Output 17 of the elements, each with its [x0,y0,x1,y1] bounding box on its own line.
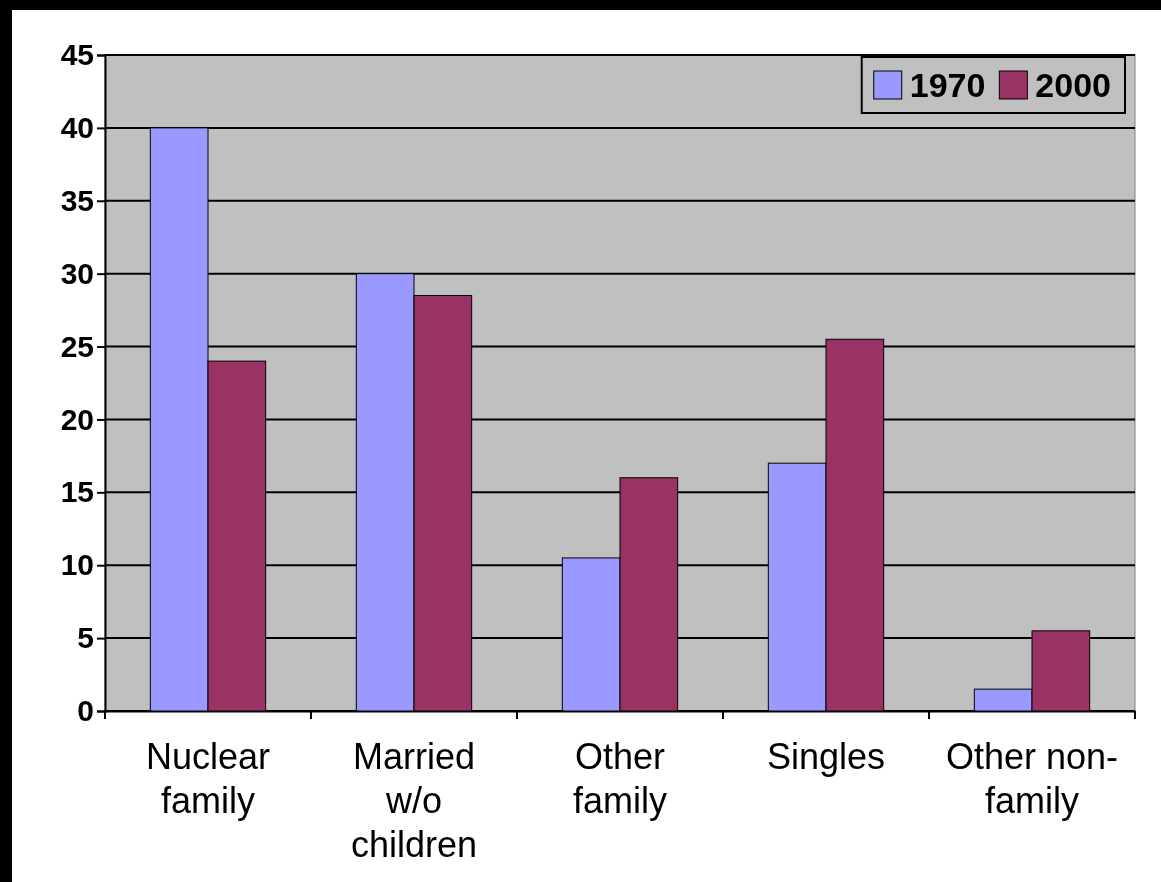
y-tick-label: 40 [60,110,94,144]
y-tick-label: 35 [60,183,94,217]
y-tick-label: 10 [60,548,94,582]
x-tick-label: Nuclear family [145,736,271,821]
x-tick-label: Singles [766,736,886,777]
y-tick-label: 45 [60,38,94,72]
y-tick-label: 30 [60,256,94,290]
legend-label: 2000 [1035,66,1111,104]
y-tick-label: 0 [77,694,94,728]
x-tick-label: Other non-family [945,736,1119,821]
legend-label: 1970 [909,66,986,104]
y-tick-label: 5 [77,621,94,655]
y-tick-label: 15 [60,475,94,509]
x-tick-label: Other family [572,736,668,821]
y-tick-label: 25 [60,329,94,363]
y-tick-label: 20 [60,402,94,436]
x-tick-label: Married w/o children [350,736,478,865]
